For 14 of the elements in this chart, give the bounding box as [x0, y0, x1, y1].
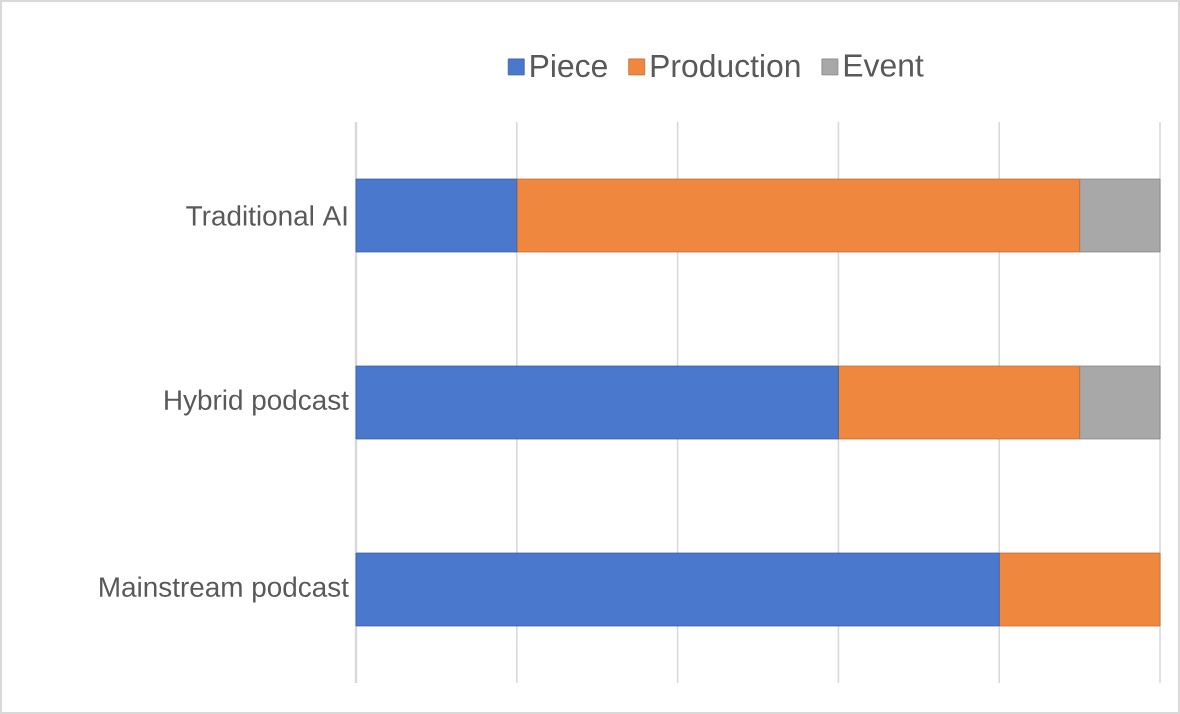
bar — [1079, 365, 1161, 440]
y-tick-label: Mainstream podcast — [100, 576, 349, 603]
legend-label: Production — [651, 53, 800, 78]
bar — [1079, 178, 1161, 253]
bar — [838, 365, 1081, 440]
bar — [516, 178, 1081, 253]
bar — [355, 552, 1000, 627]
bar — [355, 365, 839, 440]
y-tick-label: Traditional AI — [186, 205, 347, 226]
legend-label: Event — [844, 54, 924, 77]
legend-label: Piece — [531, 53, 607, 78]
y-tick-label: Hybrid podcast — [165, 389, 349, 416]
bar — [355, 178, 518, 253]
bar — [998, 552, 1161, 627]
